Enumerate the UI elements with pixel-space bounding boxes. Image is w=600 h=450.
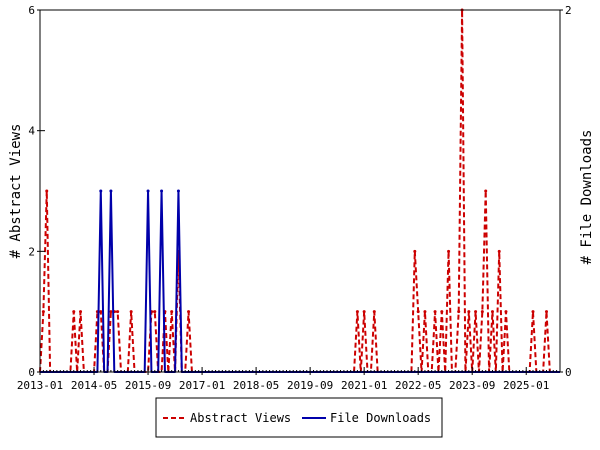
series-line-abstract-views bbox=[39, 9, 560, 373]
x-tick-label: 2013-01 bbox=[17, 379, 63, 392]
data-point bbox=[480, 310, 484, 314]
data-point bbox=[490, 310, 494, 314]
data-point bbox=[146, 189, 150, 193]
y-tick-label: 4 bbox=[28, 125, 35, 138]
data-point bbox=[413, 249, 417, 253]
y2-tick-label: 0 bbox=[565, 366, 572, 379]
data-point bbox=[41, 310, 45, 314]
legend-box bbox=[155, 397, 443, 438]
series-line-file-downloads bbox=[40, 190, 560, 373]
data-point bbox=[99, 189, 103, 193]
x-tick-label: 2021-01 bbox=[341, 379, 387, 392]
data-point bbox=[467, 310, 471, 314]
data-point bbox=[440, 310, 444, 314]
data-point bbox=[99, 310, 103, 314]
x-tick-label: 2018-05 bbox=[233, 379, 279, 392]
data-point bbox=[129, 310, 133, 314]
y2-tick-label: 2 bbox=[565, 4, 572, 17]
data-point bbox=[433, 310, 437, 314]
legend-label-abstract-views: Abstract Views bbox=[190, 411, 291, 425]
data-point bbox=[355, 310, 359, 314]
y-axis-title: # Abstract Views bbox=[8, 124, 24, 259]
data-point bbox=[153, 310, 157, 314]
data-point bbox=[497, 249, 501, 253]
data-point bbox=[109, 310, 113, 314]
x-tick-label: 2023-09 bbox=[449, 379, 495, 392]
y2-axis-title: # File Downloads bbox=[579, 130, 595, 265]
data-point bbox=[372, 310, 376, 314]
data-point bbox=[447, 249, 451, 253]
legend-label-file-downloads: File Downloads bbox=[330, 411, 431, 425]
data-point bbox=[109, 189, 113, 193]
x-tick-label: 2017-01 bbox=[179, 379, 225, 392]
x-tick-label: 2025-01 bbox=[503, 379, 549, 392]
data-point bbox=[457, 310, 461, 314]
data-point bbox=[45, 189, 49, 193]
y-tick-label: 6 bbox=[28, 4, 35, 17]
data-point bbox=[72, 310, 76, 314]
data-point bbox=[187, 310, 191, 314]
series-layer bbox=[39, 8, 560, 373]
data-point bbox=[170, 310, 174, 314]
data-point bbox=[416, 310, 420, 314]
data-point bbox=[423, 310, 427, 314]
data-point bbox=[116, 310, 120, 314]
data-point bbox=[362, 310, 366, 314]
data-point bbox=[176, 189, 180, 193]
data-point bbox=[474, 310, 478, 314]
data-point bbox=[544, 310, 548, 314]
data-point bbox=[504, 310, 508, 314]
legend: Abstract Views File Downloads bbox=[155, 397, 443, 438]
x-tick-label: 2022-05 bbox=[395, 379, 441, 392]
x-tick-label: 2015-09 bbox=[125, 379, 171, 392]
tick-layer: 2013-01 2014-05 2015-09 2017-01 2018-05 2019-… bbox=[17, 4, 572, 392]
x-tick-label: 2014-05 bbox=[71, 379, 117, 392]
data-point bbox=[79, 310, 83, 314]
data-point bbox=[531, 310, 535, 314]
y-tick-label: 0 bbox=[28, 366, 35, 379]
data-point bbox=[484, 189, 488, 193]
data-point bbox=[160, 189, 164, 193]
x-tick-label: 2019-09 bbox=[287, 379, 333, 392]
y-tick-label: 2 bbox=[28, 245, 35, 258]
